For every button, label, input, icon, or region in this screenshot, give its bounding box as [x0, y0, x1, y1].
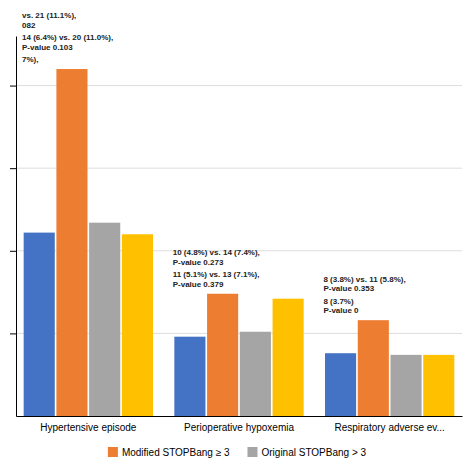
legend: Modified STOPBang ≥ 3 Original STOPBang >…: [108, 447, 367, 458]
bar-series: [56, 69, 388, 416]
legend-swatch: [108, 447, 118, 457]
chart: Hypertensive episode Perioperative hypoxe…: [0, 0, 474, 474]
bar: [390, 355, 421, 416]
annotations: vs. 21 (11.1%),082 14 (6.4%) vs. 20 (11.0…: [22, 11, 406, 315]
legend-label: Modified STOPBang ≥ 3: [122, 447, 230, 458]
annotation-line: P-value 0.103: [22, 43, 73, 52]
annotation-line: P-value 0.353: [323, 284, 374, 293]
x-axis-line: [17, 416, 463, 417]
x-tick-label: Respiratory adverse ev...: [334, 422, 444, 433]
bar: [240, 332, 271, 416]
legend-item: Modified STOPBang ≥ 3: [108, 447, 230, 458]
annotation-line: 10 (4.8%) vs. 14 (7.4%),: [173, 248, 260, 257]
annotation: 11 (5.1%) vs. 13 (7.1%),P-value 0.379: [173, 270, 260, 289]
y-tick-mark: [10, 333, 16, 334]
annotation: 8 (3.8%) vs. 11 (5.8%),P-value 0.353: [323, 275, 405, 294]
annotation-line: 8 (3.8%) vs. 11 (5.8%),: [323, 275, 405, 284]
bar: [174, 337, 205, 416]
bar: [325, 353, 356, 416]
annotation: 7%),: [22, 55, 38, 64]
annotation: 8 (3.7%)P-value 0: [323, 297, 359, 316]
annotation-line: 14 (6.4%) vs. 20 (11.0%),: [22, 33, 113, 42]
y-axis: [10, 37, 17, 417]
annotation: vs. 21 (11.1%),082: [22, 11, 76, 30]
annotation-line: 8 (3.7%): [323, 297, 354, 306]
bar-series: [122, 234, 454, 416]
annotation-line: P-value 0.273: [173, 258, 224, 267]
annotation: 14 (6.4%) vs. 20 (11.0%),P-value 0.103: [22, 33, 113, 52]
x-tick: Hypertensive episode: [40, 422, 137, 433]
annotation-line: vs. 21 (11.1%),: [22, 11, 76, 20]
bar: [273, 299, 304, 416]
y-tick: [10, 333, 16, 334]
legend-item: Original STOPBang > 3: [247, 447, 366, 458]
bar: [207, 294, 238, 416]
bar: [24, 233, 55, 416]
x-tick: Perioperative hypoxemia: [184, 422, 294, 433]
legend-label: Original STOPBang > 3: [261, 447, 366, 458]
bar: [56, 69, 87, 416]
y-tick: [10, 251, 16, 252]
y-tick-mark: [10, 251, 16, 252]
y-tick-mark: [10, 168, 16, 169]
annotation-line: P-value 0: [323, 306, 359, 315]
x-tick: Respiratory adverse ev...: [334, 422, 444, 433]
annotation-line: 11 (5.1%) vs. 13 (7.1%),: [173, 270, 260, 279]
x-axis: Hypertensive episode Perioperative hypoxe…: [17, 417, 463, 434]
annotation: 10 (4.8%) vs. 14 (7.4%),P-value 0.273: [173, 248, 260, 267]
bar: [89, 223, 120, 416]
bar: [358, 320, 389, 416]
bar: [122, 234, 153, 416]
x-tick-label: Perioperative hypoxemia: [184, 422, 294, 433]
bar: [423, 355, 454, 416]
y-tick: [10, 168, 16, 169]
y-tick-mark: [10, 86, 16, 87]
y-tick: [10, 86, 16, 87]
x-tick-label: Hypertensive episode: [40, 422, 137, 433]
legend-swatch: [247, 447, 257, 457]
plot: Hypertensive episode Perioperative hypoxe…: [10, 11, 463, 433]
y-axis-line: [16, 37, 17, 417]
annotation-line: 7%),: [22, 55, 38, 64]
annotation-line: P-value 0.379: [173, 280, 224, 289]
bar-series: [89, 223, 421, 416]
annotation-line: 082: [22, 21, 36, 30]
bars: [24, 69, 455, 416]
